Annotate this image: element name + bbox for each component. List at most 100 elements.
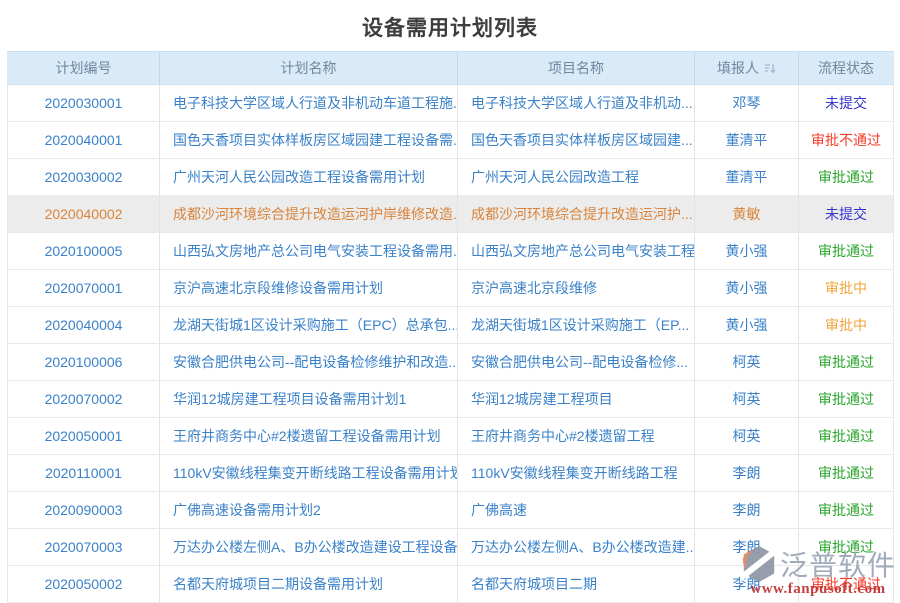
project-name-cell: 华润12城房建工程项目 — [457, 380, 695, 418]
plan-name-cell: 京沪高速北京段维修设备需用计划 — [159, 269, 458, 307]
project-name-cell: 京沪高速北京段维修 — [457, 269, 695, 307]
status-cell: 审批通过 — [798, 491, 894, 529]
table-row[interactable]: 2020070001 京沪高速北京段维修设备需用计划 京沪高速北京段维修 黄小强 审批中 — [7, 269, 894, 307]
table-row[interactable]: 2020030001 电子科技大学区域人行道及非机动车道工程施... 电子科技大学区… — [7, 84, 894, 122]
plan-no-cell[interactable]: 2020100006 — [7, 343, 160, 381]
reporter-cell: 李朗 — [694, 565, 799, 603]
table-row[interactable]: 2020050002 名都天府城项目二期设备需用计划 名都天府城项目二期 李朗 审批不通… — [7, 565, 894, 603]
plan-no-cell[interactable]: 2020040002 — [7, 195, 160, 233]
plan-no-cell[interactable]: 2020040001 — [7, 121, 160, 159]
plan-name-cell: 万达办公楼左侧A、B办公楼改造建设工程设备... — [159, 528, 458, 566]
project-name-cell: 电子科技大学区域人行道及非机动... — [457, 84, 695, 122]
reporter-cell: 黄小强 — [694, 232, 799, 270]
table-row[interactable]: 2020070002 华润12城房建工程项目设备需用计划1 华润12城房建工程项目柯… — [7, 380, 894, 418]
reporter-cell: 柯英 — [694, 343, 799, 381]
reporter-cell: 黄小强 — [694, 306, 799, 344]
reporter-cell: 李朗 — [694, 528, 799, 566]
plan-name-cell: 华润12城房建工程项目设备需用计划1 — [159, 380, 458, 418]
reporter-cell: 黄小强 — [694, 269, 799, 307]
plan-list-table: 计划编号 计划名称 项目名称 填报人 流程状态 2020030001 电子科技大学区域人行… — [7, 51, 894, 603]
reporter-cell: 董清平 — [694, 158, 799, 196]
status-cell: 审批通过 — [798, 343, 894, 381]
status-cell: 审批不通过 — [798, 121, 894, 159]
status-cell: 未提交 — [798, 84, 894, 122]
page-title: 设备需用计划列表 — [362, 17, 538, 40]
status-cell: 未提交 — [798, 195, 894, 233]
table-body: 2020030001 电子科技大学区域人行道及非机动车道工程施... 电子科技大学区… — [7, 84, 894, 603]
reporter-cell: 柯英 — [694, 417, 799, 455]
column-header-label: 填报人 — [717, 60, 759, 76]
column-header-label: 计划编号 — [55, 60, 112, 76]
reporter-cell: 李朗 — [694, 454, 799, 492]
plan-no-cell[interactable]: 2020050002 — [7, 565, 160, 603]
project-name-cell: 名都天府城项目二期 — [457, 565, 695, 603]
project-name-cell: 王府井商务中心#2楼遗留工程 — [457, 417, 695, 455]
status-cell: 审批通过 — [798, 454, 894, 492]
column-header-plan_name: 计划名称 — [159, 51, 458, 85]
project-name-cell: 山西弘文房地产总公司电气安装工程 — [457, 232, 695, 270]
plan-name-cell: 国色天香项目实体样板房区域园建工程设备需... — [159, 121, 458, 159]
plan-no-cell[interactable]: 2020050001 — [7, 417, 160, 455]
table-row[interactable]: 2020030002 广州天河人民公园改造工程设备需用计划 广州天河人民公园改造工程… — [7, 158, 894, 196]
status-cell: 审批中 — [798, 306, 894, 344]
plan-name-cell: 电子科技大学区域人行道及非机动车道工程施... — [159, 84, 458, 122]
table-row[interactable]: 2020050001 王府井商务中心#2楼遗留工程设备需用计划 王府井商务中心#2楼… — [7, 417, 894, 455]
table-row[interactable]: 2020040004 龙湖天街城1区设计采购施工（EPC）总承包... 龙湖天街城1… — [7, 306, 894, 344]
plan-no-cell[interactable]: 2020110001 — [7, 454, 160, 492]
status-cell: 审批不通过 — [798, 565, 894, 603]
plan-no-cell[interactable]: 2020070002 — [7, 380, 160, 418]
column-header-project_name: 项目名称 — [457, 51, 695, 85]
column-header-reporter[interactable]: 填报人 — [694, 51, 799, 85]
plan-name-cell: 安徽合肥供电公司--配电设备检修维护和改造... — [159, 343, 458, 381]
plan-name-cell: 广佛高速设备需用计划2 — [159, 491, 458, 529]
project-name-cell: 万达办公楼左侧A、B办公楼改造建... — [457, 528, 695, 566]
table-row[interactable]: 2020110001 110kV安徽线程集变开断线路工程设备需用计划 110kV安徽… — [7, 454, 894, 492]
project-name-cell: 广佛高速 — [457, 491, 695, 529]
table-row[interactable]: 2020040001 国色天香项目实体样板房区域园建工程设备需... 国色天香项目实… — [7, 121, 894, 159]
plan-name-cell: 广州天河人民公园改造工程设备需用计划 — [159, 158, 458, 196]
table-row[interactable]: 2020100006 安徽合肥供电公司--配电设备检修维护和改造... 安徽合肥供电… — [7, 343, 894, 381]
sort-icon[interactable] — [764, 62, 776, 74]
plan-no-cell[interactable]: 2020030001 — [7, 84, 160, 122]
project-name-cell: 成都沙河环境综合提升改造运河护... — [457, 195, 695, 233]
table-row[interactable]: 2020040002 成都沙河环境综合提升改造运河护岸维修改造... 成都沙河环境综… — [7, 195, 894, 233]
status-cell: 审批通过 — [798, 232, 894, 270]
status-cell: 审批通过 — [798, 528, 894, 566]
column-header-plan_no: 计划编号 — [7, 51, 160, 85]
table-row[interactable]: 2020070003 万达办公楼左侧A、B办公楼改造建设工程设备... 万达办公楼左… — [7, 528, 894, 566]
reporter-cell: 董清平 — [694, 121, 799, 159]
column-header-label: 计划名称 — [280, 60, 337, 76]
reporter-cell: 柯英 — [694, 380, 799, 418]
reporter-cell: 黄敏 — [694, 195, 799, 233]
reporter-cell: 李朗 — [694, 491, 799, 529]
status-cell: 审批通过 — [798, 417, 894, 455]
table-header: 计划编号 计划名称 项目名称 填报人 流程状态 — [7, 51, 894, 85]
header-row: 计划编号 计划名称 项目名称 填报人 流程状态 — [7, 51, 894, 85]
project-name-cell: 安徽合肥供电公司--配电设备检修... — [457, 343, 695, 381]
plan-name-cell: 王府井商务中心#2楼遗留工程设备需用计划 — [159, 417, 458, 455]
column-header-label: 项目名称 — [548, 60, 604, 76]
table-row[interactable]: 2020100005 山西弘文房地产总公司电气安装工程设备需用... 山西弘文房地产… — [7, 232, 894, 270]
plan-no-cell[interactable]: 2020070003 — [7, 528, 160, 566]
column-header-label: 流程状态 — [818, 60, 874, 76]
project-name-cell: 广州天河人民公园改造工程 — [457, 158, 695, 196]
project-name-cell: 国色天香项目实体样板房区域园建... — [457, 121, 695, 159]
table-row[interactable]: 2020090003 广佛高速设备需用计划2 广佛高速 李朗 审批通过 — [7, 491, 894, 529]
plan-name-cell: 110kV安徽线程集变开断线路工程设备需用计划 — [159, 454, 458, 492]
status-cell: 审批通过 — [798, 380, 894, 418]
plan-name-cell: 龙湖天街城1区设计采购施工（EPC）总承包... — [159, 306, 458, 344]
project-name-cell: 110kV安徽线程集变开断线路工程 — [457, 454, 695, 492]
plan-name-cell: 名都天府城项目二期设备需用计划 — [159, 565, 458, 603]
column-header-status: 流程状态 — [798, 51, 894, 85]
plan-no-cell[interactable]: 2020100005 — [7, 232, 160, 270]
status-cell: 审批中 — [798, 269, 894, 307]
plan-no-cell[interactable]: 2020040004 — [7, 306, 160, 344]
project-name-cell: 龙湖天街城1区设计采购施工（EP... — [457, 306, 695, 344]
plan-no-cell[interactable]: 2020090003 — [7, 491, 160, 529]
reporter-cell: 邓琴 — [694, 84, 799, 122]
plan-name-cell: 山西弘文房地产总公司电气安装工程设备需用... — [159, 232, 458, 270]
plan-name-cell: 成都沙河环境综合提升改造运河护岸维修改造... — [159, 195, 458, 233]
plan-no-cell[interactable]: 2020070001 — [7, 269, 160, 307]
status-cell: 审批通过 — [798, 158, 894, 196]
plan-no-cell[interactable]: 2020030002 — [7, 158, 160, 196]
